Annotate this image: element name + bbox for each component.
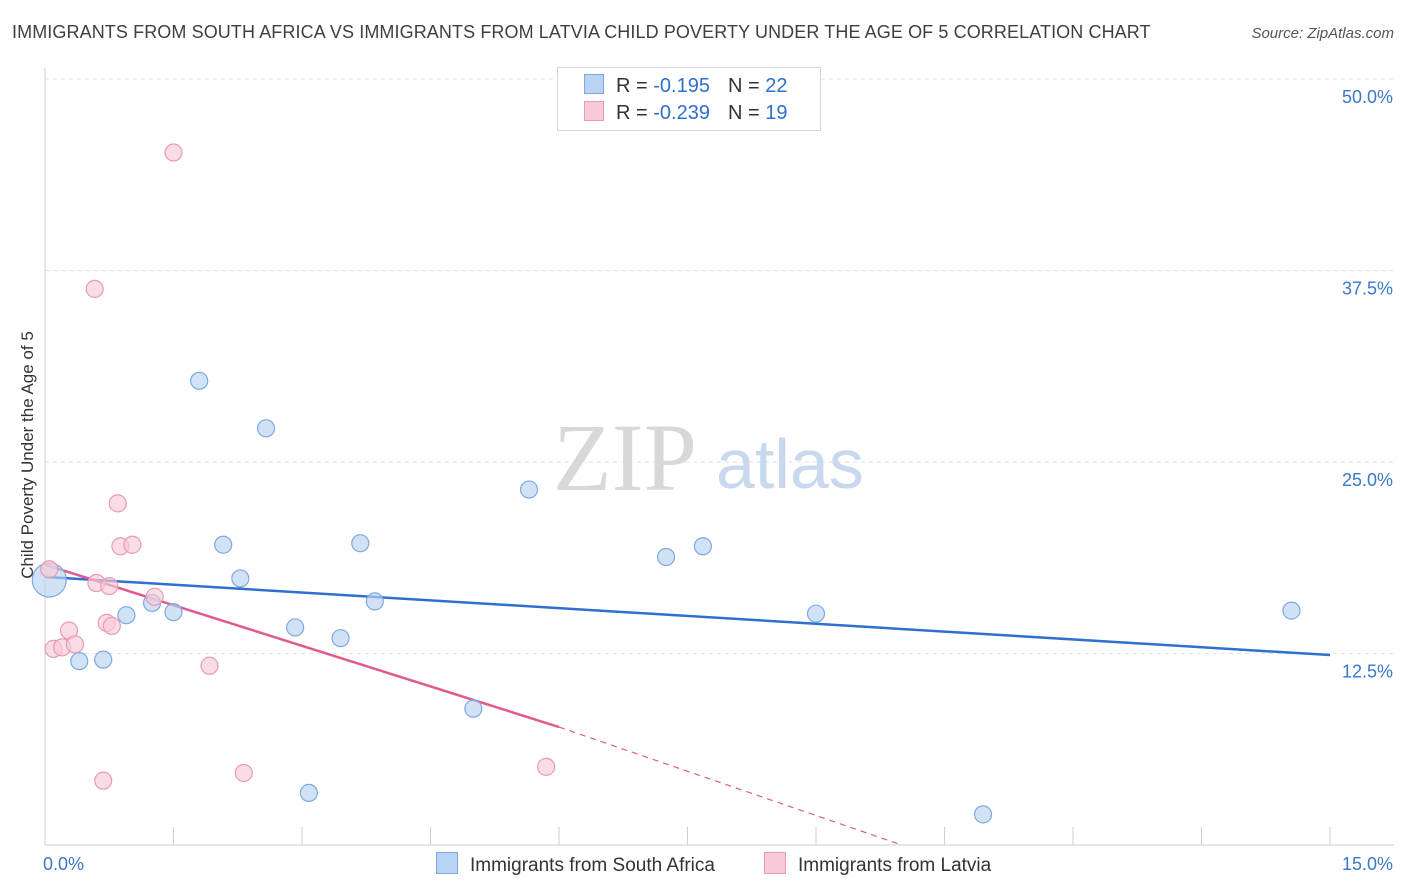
point-latvia (40, 560, 59, 579)
y-tick-label: 37.5% (1342, 279, 1393, 299)
point-latvia (234, 763, 253, 783)
legend-n-value-blue: 22 (765, 75, 788, 97)
data-points (31, 143, 1301, 824)
chart-title: IMMIGRANTS FROM SOUTH AFRICA VS IMMIGRAN… (12, 22, 1151, 42)
point-south-africa (214, 535, 233, 554)
point-latvia (164, 143, 183, 162)
legend-n-label: N = (727, 102, 760, 124)
point-south-africa (299, 783, 318, 803)
point-south-africa (351, 534, 370, 553)
point-south-africa (693, 537, 713, 556)
watermark: ZIP atlas (553, 404, 864, 511)
legend-n-value-pink: 19 (765, 102, 788, 124)
point-latvia (145, 587, 164, 606)
legend-n-label: N = (727, 75, 760, 97)
tick-labels: 12.5% 25.0% 37.5% 50.0% 0.0% 15.0% (43, 87, 1393, 874)
y-tick-label: 25.0% (1342, 470, 1393, 490)
y-tick-label: 50.0% (1342, 87, 1393, 107)
point-south-africa (973, 805, 993, 824)
axes (44, 68, 1394, 846)
point-south-africa (190, 371, 209, 390)
legend-row-latvia: R = -0.239 N = 19 (584, 101, 787, 127)
point-south-africa (331, 629, 350, 648)
trend-lines (44, 563, 1331, 846)
watermark-zip: ZIP (553, 404, 697, 511)
correlation-legend: R = -0.195 N = 22 R = -0.239 N = 19 (557, 67, 821, 131)
bottom-legend-swatch-pink (764, 852, 786, 874)
point-latvia (108, 494, 127, 513)
trend-line-latvia-extension (558, 726, 902, 846)
point-south-africa (1282, 601, 1301, 620)
legend-r-value-blue: -0.195 (653, 75, 710, 97)
point-south-africa (70, 652, 89, 671)
source-label: Source: ZipAtlas.com (1251, 25, 1394, 42)
point-south-africa (464, 699, 483, 718)
point-south-africa (286, 618, 305, 637)
point-south-africa (164, 603, 183, 622)
bottom-legend-south-africa: Immigrants from South Africa (436, 852, 715, 877)
point-latvia (94, 771, 113, 790)
point-latvia (100, 576, 119, 596)
point-south-africa (117, 606, 136, 625)
point-latvia (200, 656, 219, 675)
point-south-africa (519, 480, 539, 499)
legend-r-label: R = (616, 75, 648, 97)
legend-row-south-africa: R = -0.195 N = 22 (584, 74, 787, 100)
legend-r-value-pink: -0.239 (653, 102, 710, 124)
bottom-legend-swatch-blue (436, 852, 458, 874)
point-south-africa (94, 650, 113, 669)
legend-swatch-pink (584, 101, 604, 121)
gridlines (45, 78, 1394, 654)
point-south-africa (806, 604, 826, 623)
y-axis-label: Child Poverty Under the Age of 5 (18, 331, 37, 579)
bottom-legend-latvia: Immigrants from Latvia (764, 852, 991, 877)
legend-swatch-blue (584, 74, 604, 94)
legend-r-label: R = (616, 102, 648, 124)
point-latvia (537, 757, 556, 776)
point-latvia (102, 616, 121, 636)
x-tick-label-max: 15.0% (1342, 854, 1393, 874)
bottom-legend-label-latvia: Immigrants from Latvia (798, 855, 992, 876)
watermark-atlas: atlas (716, 425, 864, 503)
point-south-africa (365, 592, 384, 611)
trend-line-latvia (44, 563, 560, 729)
point-south-africa (656, 547, 676, 567)
point-latvia (65, 635, 85, 654)
x-tick-label-min: 0.0% (43, 854, 84, 874)
point-latvia (85, 279, 104, 298)
point-latvia (123, 535, 142, 554)
trend-line-south-africa (44, 575, 1331, 657)
point-south-africa (256, 419, 276, 438)
bottom-legend-label-south-africa: Immigrants from South Africa (470, 855, 715, 876)
y-tick-label: 12.5% (1342, 662, 1393, 682)
point-south-africa (231, 569, 250, 588)
